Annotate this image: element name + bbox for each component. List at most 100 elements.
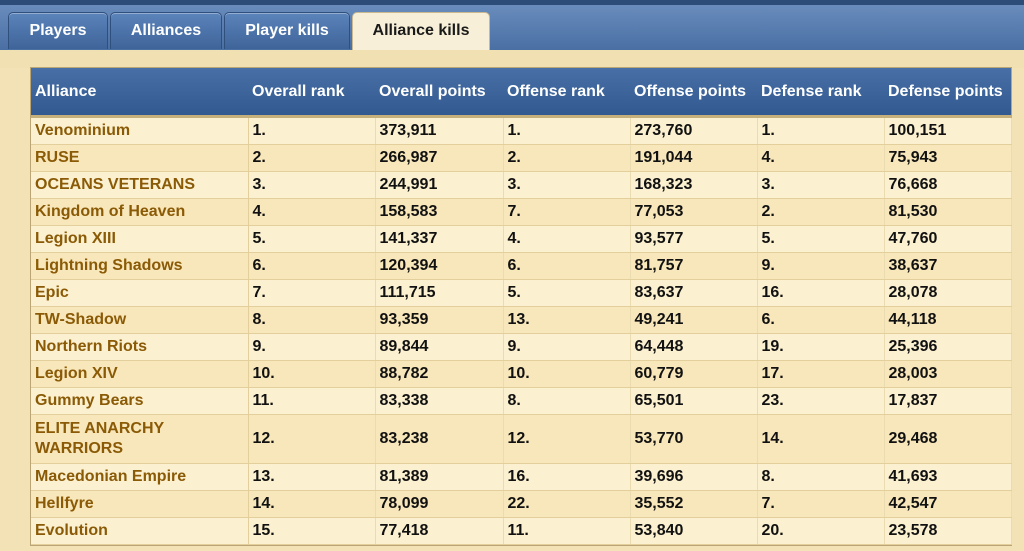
- table-row: Epic 7. 111,715 5. 83,637 16. 28,078: [31, 279, 1012, 307]
- defense-rank-cell: 6.: [757, 306, 885, 334]
- overall-rank-cell: 1.: [248, 116, 376, 145]
- tab-players[interactable]: Players: [8, 12, 108, 49]
- tab-alliance-kills[interactable]: Alliance kills: [352, 12, 490, 51]
- defense-rank-cell: 16.: [757, 279, 885, 307]
- defense-points-cell: 41,693: [884, 463, 1012, 491]
- offense-rank-cell: 7.: [503, 198, 631, 226]
- header-overall-points[interactable]: Overall points: [375, 68, 503, 118]
- offense-rank-cell: 1.: [503, 116, 631, 145]
- overall-points-cell: 120,394: [375, 252, 504, 280]
- header-overall-rank[interactable]: Overall rank: [248, 68, 375, 118]
- alliance-cell: Evolution: [31, 517, 249, 545]
- defense-points-cell: 29,468: [884, 414, 1012, 464]
- table-row: Evolution 15. 77,418 11. 53,840 20. 23,578: [31, 517, 1012, 545]
- overall-rank-cell: 10.: [248, 360, 376, 388]
- alliance-link[interactable]: Lightning Shadows: [35, 257, 183, 274]
- alliance-cell: TW-Shadow: [31, 306, 249, 334]
- overall-rank-cell: 4.: [248, 198, 376, 226]
- overall-rank-cell: 3.: [248, 171, 376, 199]
- defense-rank-cell: 14.: [757, 414, 885, 464]
- defense-rank-cell: 17.: [757, 360, 885, 388]
- overall-rank-cell: 2.: [248, 144, 376, 172]
- offense-points-cell: 81,757: [630, 252, 758, 280]
- alliance-cell: RUSE: [31, 144, 249, 172]
- table-row: Macedonian Empire 13. 81,389 16. 39,696 8. 41,…: [31, 463, 1012, 491]
- overall-points-cell: 83,238: [375, 414, 504, 464]
- alliance-link[interactable]: Hellfyre: [35, 495, 94, 512]
- offense-points-cell: 77,053: [630, 198, 758, 226]
- defense-points-cell: 47,760: [884, 225, 1012, 253]
- overall-rank-cell: 6.: [248, 252, 376, 280]
- alliance-cell: Hellfyre: [31, 490, 249, 518]
- alliance-cell: Legion XIV: [31, 360, 249, 388]
- alliance-link[interactable]: Legion XIV: [35, 365, 118, 382]
- defense-points-cell: 42,547: [884, 490, 1012, 518]
- table-body: Venominium 1. 373,911 1. 273,760 1. 100,151 RUS…: [31, 116, 1012, 545]
- tab-player-kills[interactable]: Player kills: [224, 12, 350, 49]
- alliance-cell: Venominium: [31, 116, 249, 145]
- defense-points-cell: 25,396: [884, 333, 1012, 361]
- alliance-link[interactable]: Macedonian Empire: [35, 468, 187, 485]
- defense-points-cell: 75,943: [884, 144, 1012, 172]
- table-row: TW-Shadow 8. 93,359 13. 49,241 6. 44,118: [31, 306, 1012, 334]
- defense-rank-cell: 5.: [757, 225, 885, 253]
- table-row: Gummy Bears 11. 83,338 8. 65,501 23. 17,837: [31, 387, 1012, 415]
- header-offense-points[interactable]: Offense points: [630, 68, 757, 118]
- defense-rank-cell: 9.: [757, 252, 885, 280]
- offense-points-cell: 191,044: [630, 144, 758, 172]
- offense-rank-cell: 2.: [503, 144, 631, 172]
- defense-rank-cell: 3.: [757, 171, 885, 199]
- alliance-link[interactable]: OCEANS VETERANS: [35, 176, 196, 193]
- overall-points-cell: 89,844: [375, 333, 504, 361]
- defense-points-cell: 23,578: [884, 517, 1012, 545]
- table-row: OCEANS VETERANS 3. 244,991 3. 168,323 3. 76,66…: [31, 171, 1012, 199]
- alliance-cell: OCEANS VETERANS: [31, 171, 249, 199]
- offense-rank-cell: 5.: [503, 279, 631, 307]
- table-row: Venominium 1. 373,911 1. 273,760 1. 100,151: [31, 116, 1012, 145]
- overall-points-cell: 93,359: [375, 306, 504, 334]
- alliance-kills-table: Alliance Overall rank Overall points Off…: [30, 67, 1012, 546]
- tab-alliances[interactable]: Alliances: [110, 12, 222, 49]
- offense-points-cell: 53,770: [630, 414, 758, 464]
- defense-points-cell: 28,003: [884, 360, 1012, 388]
- alliance-link[interactable]: ELITE ANARCHY WARRIORS: [35, 420, 164, 457]
- alliance-link[interactable]: Legion XIII: [35, 230, 116, 247]
- defense-points-cell: 81,530: [884, 198, 1012, 226]
- alliance-link[interactable]: TW-Shadow: [35, 311, 127, 328]
- table-row: ELITE ANARCHY WARRIORS 12. 83,238 12. 53,770…: [31, 414, 1012, 464]
- defense-points-cell: 38,637: [884, 252, 1012, 280]
- table-row: Kingdom of Heaven 4. 158,583 7. 77,053 2. 81,5…: [31, 198, 1012, 226]
- overall-rank-cell: 15.: [248, 517, 376, 545]
- offense-points-cell: 273,760: [630, 116, 758, 145]
- table-row: Lightning Shadows 6. 120,394 6. 81,757 9. 38,6…: [31, 252, 1012, 280]
- alliance-link[interactable]: Gummy Bears: [35, 392, 144, 409]
- alliance-link[interactable]: Evolution: [35, 522, 108, 539]
- overall-points-cell: 81,389: [375, 463, 504, 491]
- overall-rank-cell: 13.: [248, 463, 376, 491]
- table-header-row: Alliance Overall rank Overall points Off…: [31, 68, 1011, 118]
- alliance-link[interactable]: Epic: [35, 284, 69, 301]
- table-row: Northern Riots 9. 89,844 9. 64,448 19. 25,396: [31, 333, 1012, 361]
- alliance-cell: Epic: [31, 279, 249, 307]
- offense-points-cell: 168,323: [630, 171, 758, 199]
- offense-points-cell: 39,696: [630, 463, 758, 491]
- header-offense-rank[interactable]: Offense rank: [503, 68, 630, 118]
- header-alliance[interactable]: Alliance: [31, 68, 248, 118]
- header-defense-points[interactable]: Defense points: [884, 68, 1011, 118]
- alliance-link[interactable]: RUSE: [35, 149, 80, 166]
- offense-points-cell: 60,779: [630, 360, 758, 388]
- table-row: Hellfyre 14. 78,099 22. 35,552 7. 42,547: [31, 490, 1012, 518]
- defense-rank-cell: 2.: [757, 198, 885, 226]
- overall-points-cell: 83,338: [375, 387, 504, 415]
- header-defense-rank[interactable]: Defense rank: [757, 68, 884, 118]
- defense-rank-cell: 1.: [757, 116, 885, 145]
- alliance-link[interactable]: Venominium: [35, 122, 131, 139]
- overall-rank-cell: 14.: [248, 490, 376, 518]
- alliance-link[interactable]: Northern Riots: [35, 338, 147, 355]
- defense-rank-cell: 23.: [757, 387, 885, 415]
- defense-rank-cell: 7.: [757, 490, 885, 518]
- tab-bar: Players Alliances Player kills Alliance …: [0, 0, 1024, 52]
- alliance-cell: Legion XIII: [31, 225, 249, 253]
- alliance-link[interactable]: Kingdom of Heaven: [35, 203, 186, 220]
- offense-rank-cell: 6.: [503, 252, 631, 280]
